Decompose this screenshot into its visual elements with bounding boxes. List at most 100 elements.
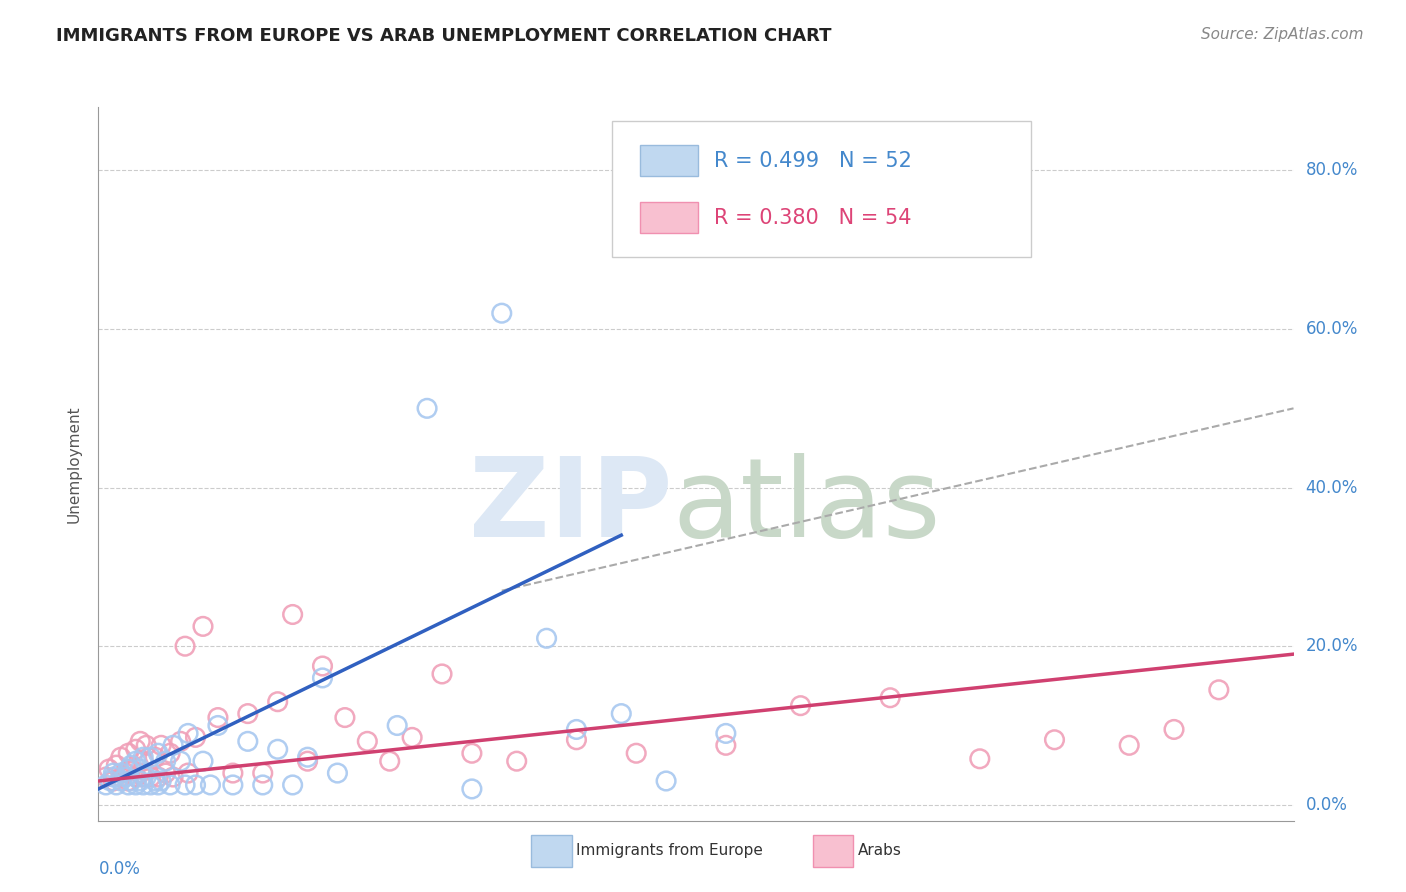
Point xyxy=(311,671,333,685)
Point xyxy=(105,758,128,772)
Point xyxy=(416,401,439,416)
Point xyxy=(98,774,122,789)
Point xyxy=(281,778,304,792)
Point xyxy=(565,723,588,737)
Point xyxy=(565,732,588,747)
Text: Immigrants from Europe: Immigrants from Europe xyxy=(576,844,763,858)
Point xyxy=(120,774,142,789)
Point xyxy=(714,726,737,740)
Point xyxy=(132,778,155,792)
Point xyxy=(148,778,170,792)
Point xyxy=(94,778,117,792)
Point xyxy=(177,726,200,740)
Point xyxy=(129,766,152,780)
FancyBboxPatch shape xyxy=(640,145,699,177)
Point xyxy=(169,734,191,748)
Point xyxy=(125,742,148,756)
Point xyxy=(267,742,290,756)
Point xyxy=(159,778,181,792)
Point xyxy=(356,734,378,748)
Point xyxy=(222,766,245,780)
Point xyxy=(461,746,484,760)
Point xyxy=(120,758,142,772)
Point xyxy=(1118,739,1140,753)
Point xyxy=(655,774,678,789)
Point xyxy=(378,754,401,768)
Point xyxy=(610,706,633,721)
Text: atlas: atlas xyxy=(672,453,941,560)
Point xyxy=(1043,732,1066,747)
Point xyxy=(326,766,349,780)
Point xyxy=(135,770,157,784)
Point xyxy=(624,746,647,760)
Point xyxy=(125,778,148,792)
Point xyxy=(252,778,274,792)
Point xyxy=(103,766,125,780)
Point xyxy=(714,739,737,753)
Text: 0.0%: 0.0% xyxy=(98,860,141,878)
Point xyxy=(148,746,170,760)
Point xyxy=(129,734,152,748)
Point xyxy=(110,750,132,764)
Point xyxy=(162,770,184,784)
Point xyxy=(132,770,155,784)
Point xyxy=(125,754,148,768)
Point xyxy=(155,754,177,768)
Point xyxy=(207,718,229,732)
Point xyxy=(139,778,162,792)
Point xyxy=(506,754,529,768)
Point xyxy=(222,778,245,792)
Point xyxy=(789,698,811,713)
Point xyxy=(311,659,333,673)
Point xyxy=(132,754,155,768)
Point xyxy=(150,774,173,789)
Point xyxy=(97,762,120,776)
Point xyxy=(120,762,142,776)
Point xyxy=(110,774,132,789)
Point xyxy=(125,770,148,784)
Text: Source: ZipAtlas.com: Source: ZipAtlas.com xyxy=(1201,27,1364,42)
FancyBboxPatch shape xyxy=(640,202,699,234)
Point xyxy=(969,752,991,766)
Point xyxy=(114,766,136,780)
Point xyxy=(103,774,125,789)
Text: Arabs: Arabs xyxy=(858,844,901,858)
Point xyxy=(169,754,191,768)
Point xyxy=(94,770,117,784)
Point xyxy=(297,754,319,768)
Point xyxy=(177,766,200,780)
Point xyxy=(191,754,214,768)
Text: 60.0%: 60.0% xyxy=(1305,320,1358,338)
Text: 20.0%: 20.0% xyxy=(1305,637,1358,656)
Point xyxy=(536,632,558,646)
Text: R = 0.380   N = 54: R = 0.380 N = 54 xyxy=(714,208,911,227)
Point xyxy=(491,306,513,320)
Point xyxy=(110,766,132,780)
Point xyxy=(114,770,136,784)
Point xyxy=(139,750,162,764)
Text: R = 0.499   N = 52: R = 0.499 N = 52 xyxy=(714,151,911,170)
Point xyxy=(117,762,139,776)
Point xyxy=(385,718,409,732)
Point xyxy=(879,690,901,705)
Point xyxy=(132,750,155,764)
Point xyxy=(148,770,170,784)
Point xyxy=(150,739,173,753)
Point xyxy=(139,770,162,784)
Text: IMMIGRANTS FROM EUROPE VS ARAB UNEMPLOYMENT CORRELATION CHART: IMMIGRANTS FROM EUROPE VS ARAB UNEMPLOYM… xyxy=(56,27,832,45)
FancyBboxPatch shape xyxy=(612,121,1031,257)
Point xyxy=(117,774,139,789)
Point xyxy=(297,750,319,764)
Point xyxy=(129,762,152,776)
Point xyxy=(267,695,290,709)
Point xyxy=(1208,682,1230,697)
Point xyxy=(135,739,157,753)
Point xyxy=(1163,723,1185,737)
Point xyxy=(461,781,484,796)
Point xyxy=(159,746,181,760)
Point xyxy=(129,774,152,789)
Point xyxy=(430,667,453,681)
Point xyxy=(236,734,259,748)
Text: 0.0%: 0.0% xyxy=(1305,796,1347,814)
Point xyxy=(174,778,197,792)
